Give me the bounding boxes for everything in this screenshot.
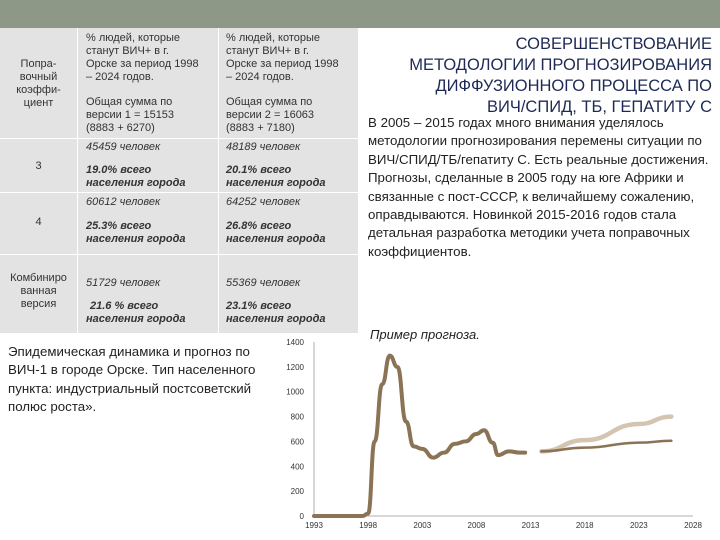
col2-header-line: – 2024 годов. [86, 71, 154, 83]
top-bar [0, 0, 720, 28]
title-line: СОВЕРШЕНСТВОВАНИЕ [515, 35, 712, 53]
x-tick-label: 2023 [630, 521, 648, 530]
chart-note: Эпидемическая динамика и прогноз по ВИЧ-… [8, 344, 256, 415]
row4-v1-pct: 25.3% всего населения города [86, 220, 186, 246]
x-tick-label: 2008 [468, 521, 486, 530]
row4-v1-count: 60612 человек [86, 196, 161, 208]
y-tick-label: 0 [300, 512, 305, 521]
row-comb-v2-pct-line: населения города [226, 313, 326, 325]
row-comb-label-line: версия [20, 298, 57, 310]
row-comb-label: Комбиниро ванная версия [0, 272, 77, 311]
col1-header-line: Попра- [20, 58, 57, 70]
col2-header-line: % людей, которые [86, 32, 181, 44]
col3-sum-line: (8883 + 7180) [226, 122, 295, 134]
col1-header: Попра- вочный коэффи- циент [0, 58, 77, 110]
row-comb-v2-count: 55369 человек [226, 277, 301, 289]
row4-v1-pct-line: населения города [86, 233, 186, 245]
col3-sum-line: Общая сумма по [226, 96, 313, 108]
row3-v1-pct: 19.0% всего населения города [86, 164, 186, 190]
y-tick-label: 600 [291, 437, 305, 446]
row-comb-v1-pct-line: населения города [86, 313, 186, 325]
slide-title: СОВЕРШЕНСТВОВАНИЕ МЕТОДОЛОГИИ ПРОГНОЗИРО… [360, 34, 712, 118]
y-tick-label: 1200 [286, 363, 304, 372]
col3-header-line: станут ВИЧ+ в г. [226, 45, 309, 57]
col2-sum-line: (8883 + 6270) [86, 122, 155, 134]
row4-v2-pct: 26.8% всего населения города [226, 220, 326, 246]
title-line: ВИЧ/СПИД, ТБ, ГЕПАТИТУ С [486, 98, 712, 116]
col2-sum-line: Общая сумма по [86, 96, 173, 108]
col3-header-line: % людей, которые [226, 32, 321, 44]
x-axis: 1993 1998 2003 2008 2013 2018 2023 2028 [305, 515, 702, 530]
x-tick-label: 2018 [576, 521, 594, 530]
y-tick-label: 800 [291, 413, 305, 422]
row4-v2-pct-line: населения города [226, 233, 326, 245]
row3-v1-pct-line: 19.0% всего [86, 164, 152, 176]
forecast-chart: 0 200 400 600 800 1000 1200 1400 1993 1998 2003 20… [286, 338, 702, 530]
y-tick-label: 400 [291, 462, 305, 471]
col1-header-line: циент [23, 97, 54, 109]
col2-header: % людей, которые станут ВИЧ+ в г. Орске … [86, 32, 218, 84]
row4-v2-pct-line: 26.8% всего [226, 220, 292, 232]
example-label: Пример прогноза. [370, 327, 480, 342]
title-line: МЕТОДОЛОГИИ ПРОГНОЗИРОВАНИЯ [409, 56, 712, 74]
row-comb-v1-pct: 21.6 % всего населения города [86, 300, 186, 326]
series-historical [312, 353, 528, 518]
series-forecast-1 [540, 439, 673, 453]
x-tick-label: 1998 [359, 521, 377, 530]
col1-header-line: вочный [19, 71, 58, 83]
col3-header-line: Орске за период 1998 [226, 58, 339, 70]
row3-v2-pct-line: населения города [226, 177, 326, 189]
series-forecast-2 [539, 414, 674, 454]
x-tick-label: 2013 [522, 521, 540, 530]
description-paragraph: В 2005 – 2015 годах много внимания уделя… [368, 115, 709, 259]
x-tick-label: 2003 [413, 521, 431, 530]
x-tick-label: 2028 [684, 521, 702, 530]
row4-v2-count: 64252 человек [226, 196, 301, 208]
row4-v1-pct-line: 25.3% всего [86, 220, 152, 232]
col2-sum-line: версии 1 = 15153 [86, 109, 175, 121]
y-tick-label: 200 [291, 487, 305, 496]
col3-header-line: – 2024 годов. [226, 71, 294, 83]
col3-header: % людей, которые станут ВИЧ+ в г. Орске … [226, 32, 358, 84]
row-comb-v2-pct: 23.1% всего населения города [226, 300, 326, 326]
y-axis: 0 200 400 600 800 1000 1200 1400 [286, 338, 315, 521]
row4-label: 4 [35, 216, 42, 228]
row-comb-v2-pct-line: 23.1% всего [226, 300, 292, 312]
col1-header-line: коэффи- [16, 84, 61, 96]
y-tick-label: 1400 [286, 338, 304, 347]
row3-v2-pct: 20.1% всего населения города [226, 164, 326, 190]
row-comb-v1-count: 51729 человек [86, 277, 161, 289]
row3-v1-count: 45459 человек [86, 141, 161, 153]
row-comb-label-line: ванная [20, 285, 57, 297]
title-line: ДИФФУЗИОННОГО ПРОЦЕССА ПО [435, 77, 712, 95]
row3-v2-pct-line: 20.1% всего [226, 164, 292, 176]
col2-header-line: Орске за период 1998 [86, 58, 199, 70]
col2-header-line: станут ВИЧ+ в г. [86, 45, 169, 57]
col3-sum: Общая сумма по версии 2 = 16063 (8883 + … [226, 96, 358, 135]
col3-sum-line: версии 2 = 16063 [226, 109, 315, 121]
row-comb-label-line: Комбиниро [10, 272, 67, 284]
series-group [312, 353, 674, 518]
row3-label: 3 [35, 160, 42, 172]
y-tick-label: 1000 [286, 388, 304, 397]
row-comb-v1-pct-line: 21.6 % всего [90, 300, 159, 312]
row3-v2-count: 48189 человек [226, 141, 301, 153]
col2-sum: Общая сумма по версии 1 = 15153 (8883 + … [86, 96, 218, 135]
row3-v1-pct-line: населения города [86, 177, 186, 189]
x-tick-label: 1993 [305, 521, 323, 530]
coefficients-table: Попра- вочный коэффи- циент % людей, кот… [0, 28, 358, 333]
